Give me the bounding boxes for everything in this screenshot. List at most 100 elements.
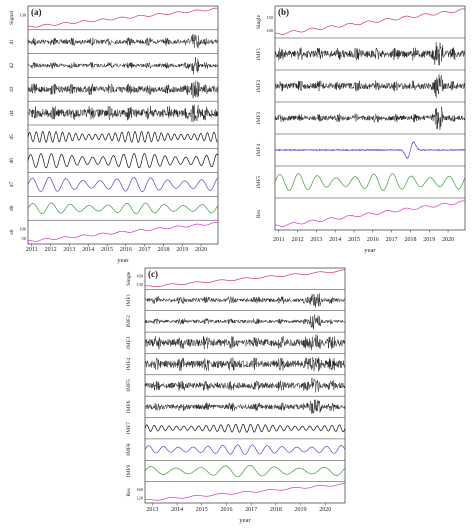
x-tick-label: 2013 (63, 247, 75, 253)
panel-label: (a) (31, 7, 42, 17)
x-tick-label: 2019 (423, 237, 435, 243)
series-line (144, 293, 346, 308)
panel-label: (c) (148, 269, 158, 279)
series-line (274, 141, 466, 159)
x-tick-label: 2017 (386, 237, 398, 243)
x-tick-label: 2017 (245, 507, 257, 513)
y-tick-label: 160 (136, 487, 144, 492)
series-label: d8 (9, 205, 15, 211)
series-label: IMF2 (126, 315, 132, 328)
series-label: IMF2 (256, 79, 262, 92)
x-tick-label: 2016 (220, 507, 232, 513)
series-label: IMF6 (126, 400, 132, 413)
x-tick-label: 2011 (273, 237, 285, 243)
series-line (144, 423, 346, 433)
series-line (274, 173, 466, 191)
x-tick-label: 2018 (270, 507, 282, 513)
series-line (27, 104, 219, 123)
series-line (144, 444, 346, 455)
x-tick-label: 2015 (101, 247, 113, 253)
y-tick-label: 160 (136, 273, 144, 278)
series-label: IMF7 (126, 422, 132, 435)
series-label: d5 (9, 134, 15, 140)
series-label: IMF5 (126, 379, 132, 392)
x-tick-label: 2014 (82, 247, 94, 253)
x-tick-label: 2018 (157, 247, 169, 253)
y-tick-label: 130 (19, 12, 27, 17)
series-line (144, 314, 346, 330)
series-label: a8 (9, 229, 15, 234)
panel-a: (a) Signal 130 d1 d2 d3 d4 d5 d6 d7 d8 a8 100 50 2011 2… (9, 5, 219, 264)
series-label: IMF8 (126, 443, 132, 456)
series-line (274, 74, 466, 98)
x-tick-label: 2020 (319, 507, 331, 513)
y-tick-label: 130 (136, 282, 144, 287)
series-label: Res (126, 488, 132, 496)
x-axis-label: year (239, 517, 251, 524)
panel-frame (144, 267, 346, 504)
x-tick-label: 2013 (310, 237, 322, 243)
series-label: Single (126, 271, 132, 286)
series-line (274, 200, 466, 227)
series-label: IMF1 (126, 294, 132, 307)
series-line (28, 7, 219, 28)
series-label: d3 (9, 86, 15, 92)
panel-b: (b) Single 150 100 IMF1 IMF2 IMF3 IMF4 IMF5 Res 20… (256, 5, 466, 254)
series-label: d1 (9, 39, 15, 45)
panel-c: (c) Single 160 130 IMF1 IMF2 IMF3 IMF4 IMF5 IMF6 I… (126, 267, 346, 524)
series-line (144, 356, 346, 372)
series-label: IMF1 (256, 47, 262, 60)
series-line (144, 483, 345, 501)
x-tick-label: 2013 (146, 507, 158, 513)
series-label: IMF5 (256, 175, 262, 188)
x-tick-label: 2020 (442, 237, 454, 243)
series-label: IMF3 (126, 336, 132, 349)
series-line (27, 80, 219, 99)
series-line (144, 465, 346, 477)
series-label: d6 (9, 158, 15, 164)
series-label: IMF4 (126, 358, 132, 371)
series-line (144, 334, 346, 351)
y-tick-label: 100 (266, 28, 274, 33)
y-tick-label: 150 (266, 15, 274, 20)
x-tick-label: 2016 (367, 237, 379, 243)
series-line (144, 377, 346, 393)
series-line (144, 399, 346, 414)
series-line (27, 34, 219, 49)
x-tick-label: 2012 (292, 237, 304, 243)
series-label: IMF3 (256, 111, 262, 124)
x-axis-label: year (117, 257, 129, 264)
series-label: d4 (9, 110, 15, 116)
x-tick-label: 2014 (171, 507, 183, 513)
panel-frame (274, 5, 466, 231)
x-axis-label: year (364, 247, 376, 254)
x-tick-label: 2014 (329, 237, 341, 243)
series-line (144, 269, 346, 287)
y-tick-label: 50 (22, 236, 27, 241)
series-line (274, 8, 466, 35)
x-tick-label: 2016 (120, 247, 132, 253)
x-tick-label: 2020 (195, 247, 207, 253)
series-label: Signal (9, 10, 15, 25)
series-label: d2 (9, 63, 15, 69)
x-tick-label: 2015 (348, 237, 360, 243)
series-line (27, 131, 219, 143)
series-label: Res (256, 210, 262, 218)
series-label: IMF4 (256, 143, 262, 156)
series-line (274, 106, 466, 130)
series-line (27, 202, 219, 215)
x-tick-label: 2011 (26, 247, 38, 253)
x-tick-label: 2019 (295, 507, 307, 513)
x-tick-label: 2015 (196, 507, 208, 513)
x-tick-label: 2017 (139, 247, 151, 253)
x-tick-label: 2018 (404, 237, 416, 243)
series-line (27, 176, 219, 193)
series-line (28, 221, 219, 242)
x-tick-label: 2019 (176, 247, 188, 253)
series-label: d7 (9, 182, 15, 188)
y-tick-label: 120 (136, 496, 144, 501)
x-tick-label: 2012 (45, 247, 57, 253)
series-line (27, 57, 219, 75)
y-tick-label: 100 (19, 227, 27, 232)
